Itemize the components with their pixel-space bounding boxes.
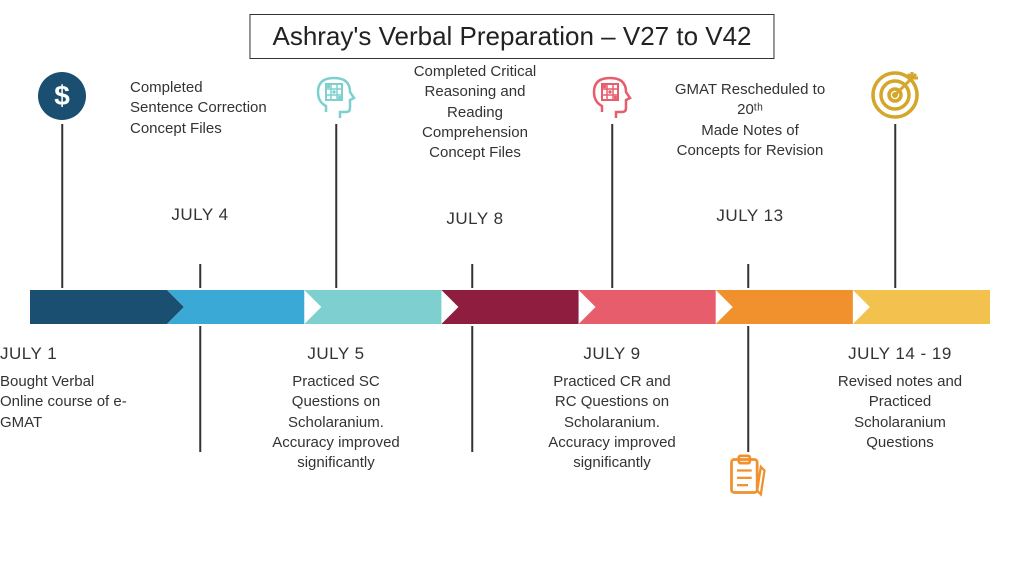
timeline-segment — [853, 290, 990, 324]
milestone-text: JULY 5 Practiced SC Questions on Scholar… — [266, 330, 406, 473]
timeline-segment — [30, 290, 167, 324]
milestone-date: JULY 9 — [542, 344, 682, 364]
connector-line — [199, 326, 201, 452]
connector-line — [471, 326, 473, 452]
milestone-date: JULY 14 - 19 — [825, 344, 975, 364]
milestone-desc: Bought Verbal Online course of e-GMAT — [0, 372, 132, 433]
milestone-date: JULY 4 — [130, 205, 270, 225]
timeline-segment — [716, 290, 853, 324]
milestone-text: JULY 9 Practiced CR and RC Questions on … — [542, 330, 682, 473]
milestone-date: JULY 5 — [266, 344, 406, 364]
connector-line — [471, 264, 473, 288]
timeline-segment — [167, 290, 304, 324]
dollar-icon: $ — [38, 72, 86, 120]
target-icon — [870, 70, 920, 125]
connector-line — [747, 326, 749, 452]
milestone-desc: Revised notes and Practiced Scholaranium… — [825, 372, 975, 453]
milestone-desc: GMAT Rescheduled to 20ᵗʰ Made Notes of C… — [670, 80, 830, 161]
connector-line — [199, 264, 201, 288]
milestone-desc: Practiced CR and RC Questions on Scholar… — [542, 372, 682, 473]
timeline-segment — [579, 290, 716, 324]
milestone-date: JULY 8 — [395, 209, 555, 229]
milestone-text: JULY 1 Bought Verbal Online course of e-… — [0, 330, 132, 433]
milestone-text: Completed Critical Reasoning and Reading… — [395, 62, 555, 235]
milestone-text: GMAT Rescheduled to 20ᵗʰ Made Notes of C… — [670, 80, 830, 232]
milestone-date: JULY 1 — [0, 344, 132, 364]
connector-line — [747, 264, 749, 288]
timeline-segment — [304, 290, 441, 324]
clipboard-icon — [726, 454, 770, 503]
connector-line — [61, 124, 63, 288]
connector-line — [611, 124, 613, 288]
milestone-desc: Completed Sentence Correction Concept Fi… — [130, 78, 270, 139]
timeline-segment — [441, 290, 578, 324]
connector-line — [894, 124, 896, 288]
strategy-head-icon — [312, 72, 360, 125]
timeline-bar — [30, 290, 990, 324]
connector-line — [335, 124, 337, 288]
milestone-text: Completed Sentence Correction Concept Fi… — [130, 78, 270, 231]
page-title: Ashray's Verbal Preparation – V27 to V42 — [249, 14, 774, 59]
milestone-desc: Practiced SC Questions on Scholaranium. … — [266, 372, 406, 473]
milestone-desc: Completed Critical Reasoning and Reading… — [395, 62, 555, 163]
strategy-head-icon — [588, 72, 636, 125]
milestone-text: JULY 14 - 19 Revised notes and Practiced… — [825, 330, 975, 453]
milestone-date: JULY 13 — [670, 206, 830, 226]
